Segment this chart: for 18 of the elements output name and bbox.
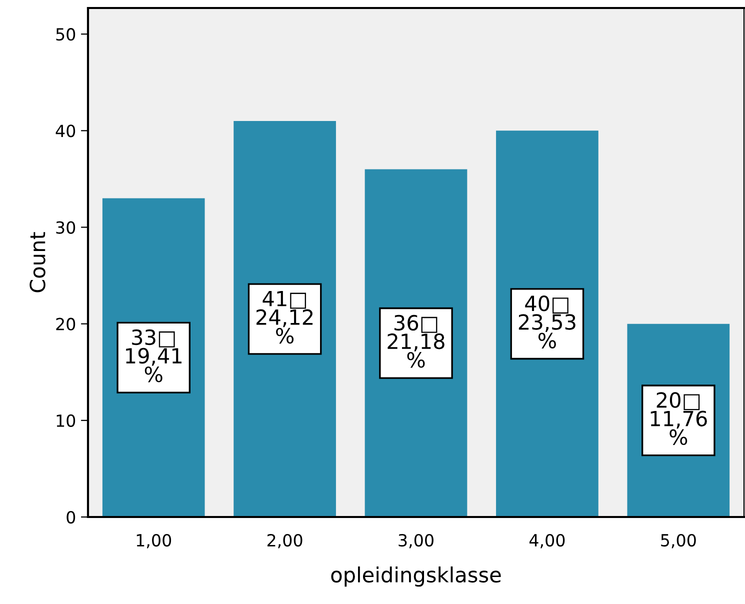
x-tick-label: 3,00 <box>398 534 434 548</box>
y-tick-label: 20 <box>56 318 76 330</box>
data-label: 33□ 19,41 % <box>126 329 182 382</box>
data-label: 36□ 21,18 % <box>388 314 444 368</box>
y-tick-label: 0 <box>66 510 76 524</box>
x-axis-title: opleidingsklasse <box>331 566 501 587</box>
x-tick-label: 4,00 <box>529 534 565 548</box>
x-tick-label: 1,00 <box>136 534 172 548</box>
y-tick-label: 50 <box>56 28 76 41</box>
x-tick-label: 5,00 <box>661 534 696 548</box>
y-axis-title: Count <box>30 232 46 292</box>
x-tick-label: 2,00 <box>267 534 302 548</box>
data-label: 40□ 23,53 % <box>518 296 576 348</box>
y-tick-label: 40 <box>56 124 76 138</box>
y-tick-label: 10 <box>56 414 76 427</box>
data-label: 20□ 11,76 % <box>650 392 707 446</box>
y-tick-label: 30 <box>56 221 76 234</box>
data-label: 41□ 24,12 % <box>256 290 313 344</box>
